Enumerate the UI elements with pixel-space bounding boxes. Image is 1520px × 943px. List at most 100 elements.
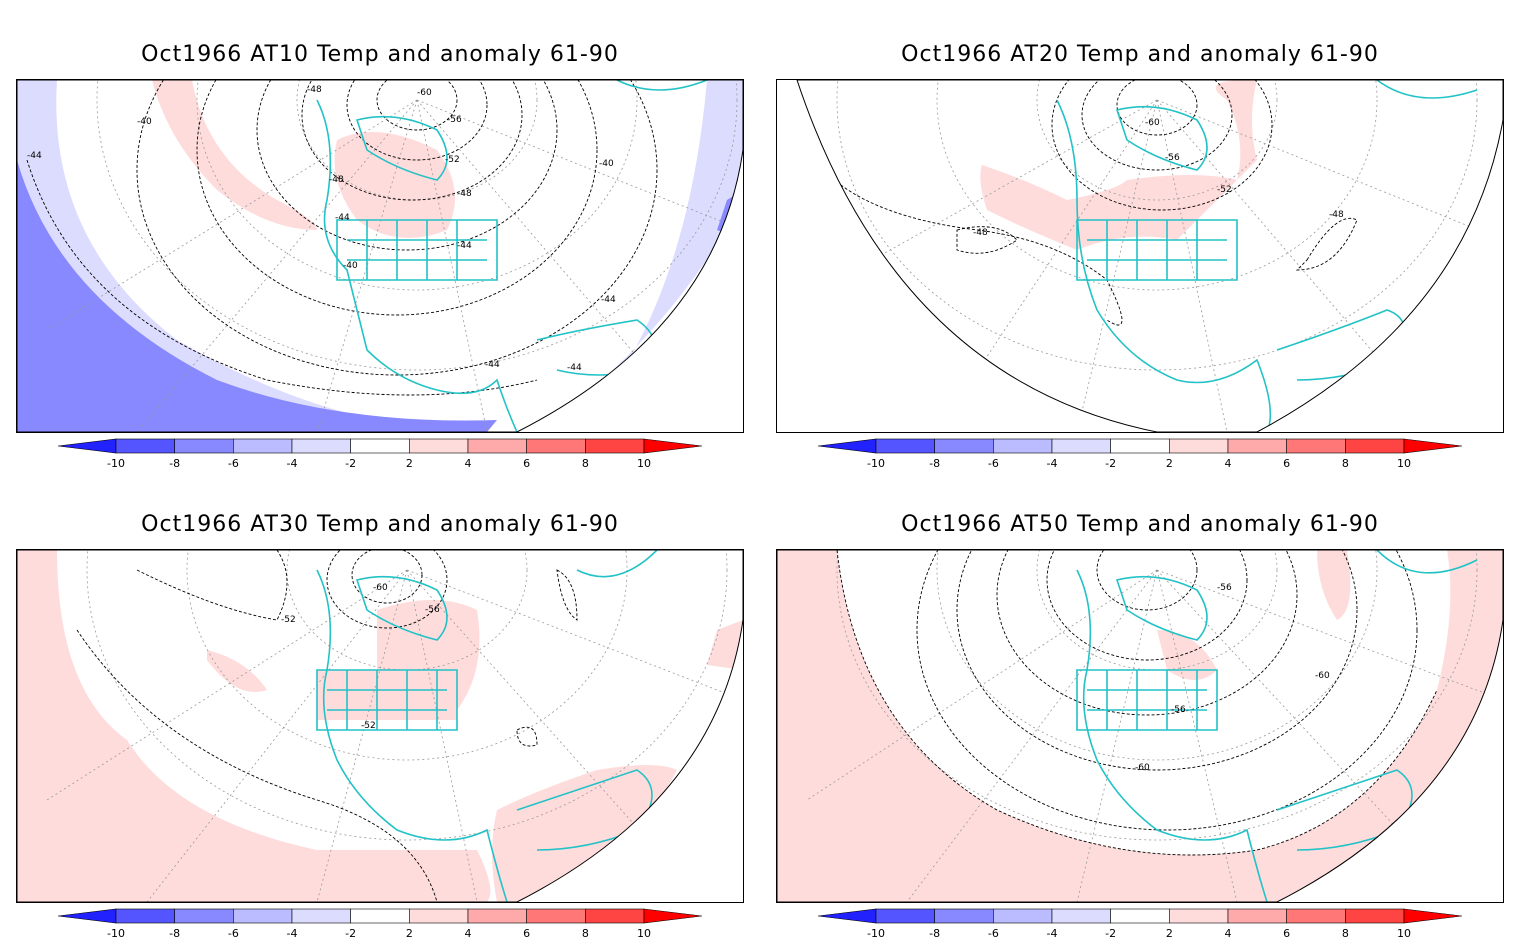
contour-label: -44 [27, 151, 42, 161]
panel-at30: Oct1966 AT30 Temp and anomaly 61-90 [0, 470, 760, 940]
colorbar-segment [1345, 438, 1405, 454]
contour-label: -44 [485, 360, 500, 370]
contour-label: -52 [281, 615, 296, 625]
contour-label: -56 [447, 115, 462, 125]
colorbar-segment [291, 438, 351, 454]
colorbar: -10 -8 -6 -4 -2 2 4 6 8 10 [57, 438, 703, 473]
colorbar-segment [174, 438, 234, 454]
colorbar-segment [467, 908, 527, 924]
colorbar-tick-label: 8 [1342, 927, 1349, 940]
graticule [46, 80, 743, 432]
colorbar-tick-label: -2 [345, 457, 356, 470]
anomaly-pos2-shading [152, 80, 317, 230]
contour-label: -44 [457, 241, 472, 251]
colorbar-segment [1051, 438, 1111, 454]
contour-label: -60 [373, 583, 388, 593]
colorbar-tick-label: -6 [228, 457, 239, 470]
contour-label: -44 [335, 213, 350, 223]
colorbar-tick-label: -6 [988, 927, 999, 940]
contour-label: -48 [1329, 210, 1344, 220]
anomaly-pos2-shading-east [707, 620, 743, 670]
colorbar-tick-label: -6 [228, 927, 239, 940]
colorbar-segment [934, 908, 994, 924]
colorbar-segment [526, 438, 586, 454]
colorbar: -10 -8 -6 -4 -2 2 4 6 8 10 [817, 908, 1463, 943]
colorbar-tick-label: -2 [1105, 927, 1116, 940]
panel-title: Oct1966 AT20 Temp and anomaly 61-90 [901, 42, 1379, 67]
colorbar-tick-label: 4 [1225, 457, 1232, 470]
map-frame: -60 -56 -52 -52 [16, 549, 744, 903]
anomaly-neg6-shading [17, 160, 497, 432]
colorbar-tick-label: -10 [107, 927, 125, 940]
colorbar-tick-label: 2 [406, 457, 413, 470]
colorbar-tick-label: 6 [1283, 457, 1290, 470]
anomaly-pos2-shading [980, 80, 1257, 250]
contour-label: -48 [307, 85, 322, 95]
colorbar-arrow-low [57, 438, 117, 454]
colorbar-segment [993, 438, 1053, 454]
colorbar-segment [934, 438, 994, 454]
map-plot: -56 -60 -56 -60 [777, 550, 1503, 902]
colorbar-segment [409, 438, 469, 454]
colorbar-segment [233, 438, 293, 454]
coastlines [316, 80, 708, 432]
anomaly-pos2-shading-south [492, 765, 677, 902]
colorbar-svg: -10 -8 -6 -4 -2 2 4 6 8 10 [57, 438, 703, 470]
panel-at50: Oct1966 AT50 Temp and anomaly 61-90 [760, 470, 1520, 940]
contour-label: -52 [1217, 185, 1232, 195]
graticule [806, 550, 1503, 902]
colorbar-svg: -10 -8 -6 -4 -2 2 4 6 8 10 [57, 908, 703, 940]
colorbar-segment [1345, 908, 1405, 924]
anomaly-pos2-shading-us [317, 670, 457, 720]
colorbar-segment [1169, 438, 1229, 454]
contour-label: -44 [567, 363, 582, 373]
coastlines [316, 550, 658, 902]
contour-label: -56 [1217, 583, 1232, 593]
graticule [836, 80, 1503, 432]
colorbar-segment [1286, 908, 1346, 924]
temperature-contours [836, 550, 1438, 856]
colorbar-segment [875, 438, 935, 454]
colorbar-tick-label: 8 [582, 927, 589, 940]
anomaly-pos2-shading-canada [334, 132, 455, 238]
colorbar-tick-label: -4 [1047, 457, 1058, 470]
anomaly-pos2-shading-outer [17, 550, 491, 902]
colorbar-segment [409, 908, 469, 924]
colorbar-segment [350, 438, 410, 454]
colorbar-segment [1227, 908, 1287, 924]
contour-label: -40 [137, 117, 152, 127]
colorbar-tick-label: -4 [1047, 927, 1058, 940]
colorbar-arrow-high [1403, 438, 1463, 454]
colorbar-segment [1227, 438, 1287, 454]
colorbar-segment [585, 908, 645, 924]
colorbar-segment [467, 438, 527, 454]
coastlines [1056, 80, 1478, 432]
colorbar-tick-label: 10 [1397, 927, 1411, 940]
colorbar-segment [1286, 438, 1346, 454]
colorbar-tick-label: 10 [1397, 457, 1411, 470]
contour-label: -56 [1165, 153, 1180, 163]
colorbar-tick-label: 2 [1166, 457, 1173, 470]
colorbar-arrow-low [817, 438, 877, 454]
colorbar-segment [1110, 908, 1170, 924]
colorbar-tick-label: -8 [929, 927, 940, 940]
anomaly-pos2-shading-outer [777, 550, 1503, 902]
colorbar-tick-label: -2 [1105, 457, 1116, 470]
colorbar-segment [350, 908, 410, 924]
contour-label: -60 [417, 88, 432, 98]
colorbar-segment [993, 908, 1053, 924]
colorbar-segment [233, 908, 293, 924]
temperature-contours [26, 80, 658, 396]
colorbar-segment [115, 908, 175, 924]
anomaly-pos2-shading-canada [1157, 630, 1217, 680]
colorbar-arrow-low [817, 908, 877, 924]
contour-label: -52 [361, 721, 376, 731]
colorbar-segment [526, 908, 586, 924]
contour-label: -40 [343, 261, 358, 271]
colorbar-tick-label: 6 [523, 927, 530, 940]
colorbar-tick-label: 2 [406, 927, 413, 940]
colorbar-tick-label: 4 [1225, 927, 1232, 940]
contour-labels: -48 -60 -56 -40 -44 -52 -48 -48 -44 -40 … [27, 85, 616, 373]
contour-labels: -60 -56 -52 -48 -48 [973, 118, 1344, 238]
colorbar-tick-label: -2 [345, 927, 356, 940]
